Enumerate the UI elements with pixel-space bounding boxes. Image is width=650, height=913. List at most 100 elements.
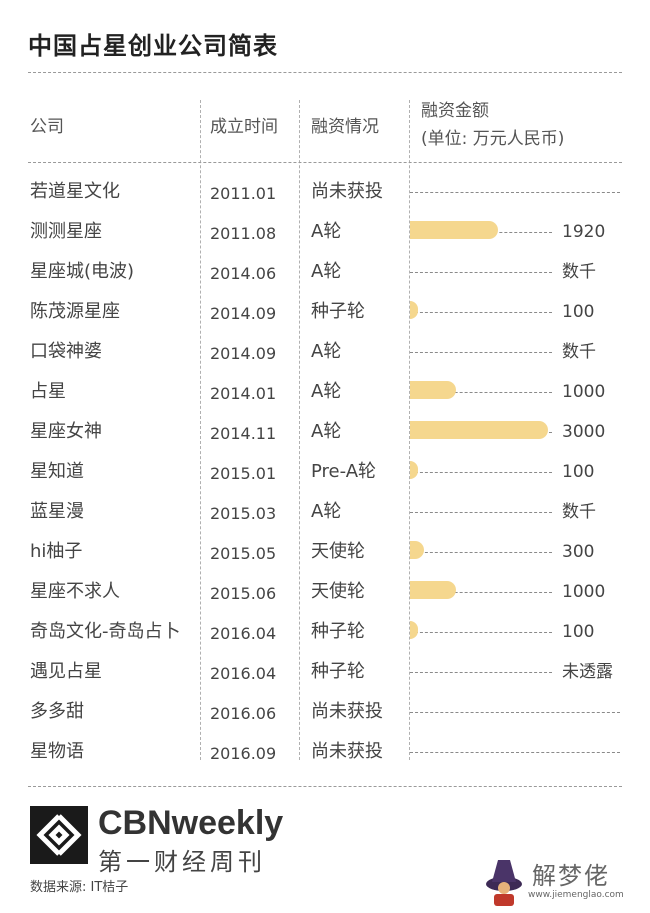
cbn-logo-icon [30,806,88,864]
company-name: 星座城(电波) [30,261,135,282]
founded-date: 2016.06 [210,704,277,723]
amount-bar [410,461,418,479]
leader-line [410,192,620,193]
table-row: hi柚子 2015.05 天使轮 300 [0,532,650,572]
table-row: 星座不求人 2015.06 天使轮 1000 [0,572,650,612]
watermark-text: 解梦佬 [532,862,610,890]
company-name: 陈茂源星座 [30,301,120,322]
table-row: 星座城(电波) 2014.06 A轮 数千 [0,252,650,292]
leader-line [410,632,552,633]
amount-bar [410,221,499,239]
header-divider [28,162,622,163]
amount-label: 300 [562,542,595,562]
header-company: 公司 [30,117,64,137]
company-name: 占星 [30,381,66,402]
amount-label: 未透露 [562,662,613,682]
founded-date: 2016.04 [210,664,277,683]
table-row: 奇岛文化-奇岛占卜 2016.04 种子轮 100 [0,612,650,652]
company-name: hi柚子 [30,541,83,562]
header-amount-unit: (单位: 万元人民币) [421,129,565,149]
founded-date: 2014.01 [210,384,277,403]
amount-bar [410,581,456,599]
table-row: 星物语 2016.09 尚未获投 [0,732,650,772]
founded-date: 2011.08 [210,224,277,243]
leader-line [410,552,552,553]
table-row: 口袋神婆 2014.09 A轮 数千 [0,332,650,372]
leader-line [410,272,552,273]
financing-round: 天使轮 [311,581,365,602]
page-title: 中国占星创业公司简表 [28,32,278,60]
amount-label: 100 [562,302,595,322]
leader-line [410,712,620,713]
founded-date: 2014.06 [210,264,277,283]
brand-name-cn: 第一财经周刊 [98,848,266,876]
amount-bar [410,541,424,559]
financing-round: 种子轮 [311,621,365,642]
financing-round: 种子轮 [311,661,365,682]
leader-line [410,392,552,393]
header-financing: 融资情况 [311,117,379,137]
founded-date: 2015.06 [210,584,277,603]
table-row: 蓝星漫 2015.03 A轮 数千 [0,492,650,532]
financing-round: 尚未获投 [311,741,383,762]
column-divider [409,100,410,760]
table-row: 测测星座 2011.08 A轮 1920 [0,212,650,252]
company-name: 若道星文化 [30,181,120,202]
data-source: 数据来源: IT桔子 [30,880,129,895]
table-row: 若道星文化 2011.01 尚未获投 [0,172,650,212]
amount-label: 100 [562,622,595,642]
amount-label: 数千 [562,342,596,362]
founded-date: 2014.09 [210,304,277,323]
amount-label: 1000 [562,382,606,402]
amount-label: 1000 [562,582,606,602]
company-name: 奇岛文化-奇岛占卜 [30,621,181,642]
table-row: 多多甜 2016.06 尚未获投 [0,692,650,732]
table-row: 陈茂源星座 2014.09 种子轮 100 [0,292,650,332]
founded-date: 2016.09 [210,744,277,763]
table-row: 星知道 2015.01 Pre-A轮 100 [0,452,650,492]
founded-date: 2014.09 [210,344,277,363]
company-name: 测测星座 [30,221,102,242]
founded-date: 2015.03 [210,504,277,523]
amount-label: 数千 [562,262,596,282]
company-name: 多多甜 [30,701,84,722]
financing-round: Pre-A轮 [311,461,377,482]
founded-date: 2015.05 [210,544,277,563]
title-divider [28,72,622,73]
header-amount: 融资金额 [421,101,489,121]
company-name: 蓝星漫 [30,501,84,522]
table-row: 遇见占星 2016.04 种子轮 未透露 [0,652,650,692]
watermark-logo-icon [486,860,522,906]
company-name: 星座女神 [30,421,102,442]
company-name: 口袋神婆 [30,341,102,362]
amount-bar [410,301,418,319]
financing-round: A轮 [311,381,342,402]
company-name: 星座不求人 [30,581,120,602]
amount-bar [410,621,418,639]
amount-bar [410,421,548,439]
financing-round: A轮 [311,221,342,242]
leader-line [410,312,552,313]
leader-line [410,752,620,753]
footer-divider [28,786,622,787]
financing-round: 天使轮 [311,541,365,562]
column-divider [200,100,201,760]
amount-label: 数千 [562,502,596,522]
table-row: 占星 2014.01 A轮 1000 [0,372,650,412]
financing-round: 尚未获投 [311,181,383,202]
table-row: 星座女神 2014.11 A轮 3000 [0,412,650,452]
amount-label: 3000 [562,422,606,442]
financing-round: 种子轮 [311,301,365,322]
amount-label: 100 [562,462,595,482]
company-name: 星物语 [30,741,84,762]
company-name: 遇见占星 [30,661,102,682]
founded-date: 2014.11 [210,424,277,443]
leader-line [410,352,552,353]
leader-line [410,512,552,513]
founded-date: 2016.04 [210,624,277,643]
amount-bar [410,381,456,399]
leader-line [410,592,552,593]
founded-date: 2015.01 [210,464,277,483]
financing-round: A轮 [311,501,342,522]
column-divider [299,100,300,760]
